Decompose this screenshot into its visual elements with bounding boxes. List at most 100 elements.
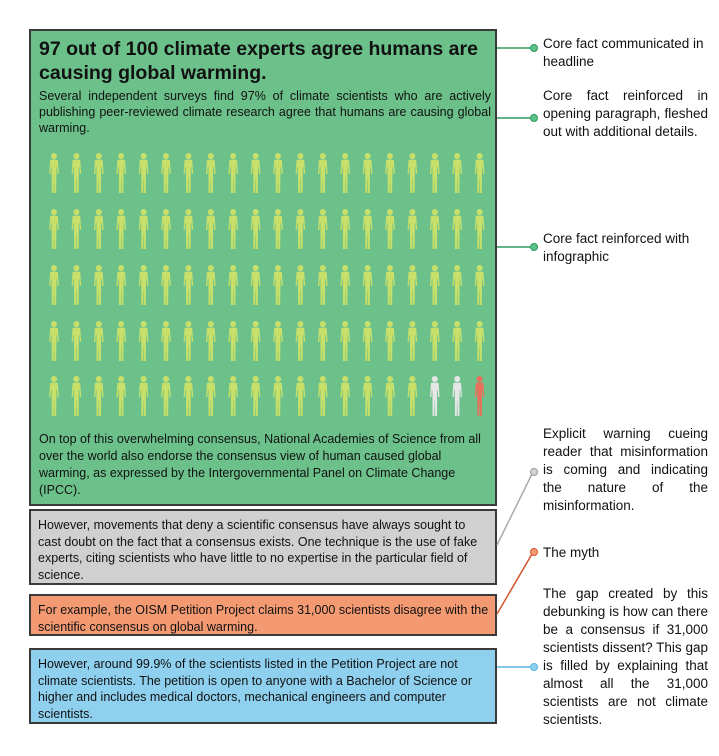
scientist-figure-agree <box>250 153 261 193</box>
scientist-figure-agree <box>407 209 418 249</box>
scientist-figure-agree <box>430 321 440 361</box>
scientist-figure-agree <box>340 376 350 416</box>
scientist-figure-agree <box>250 376 261 416</box>
scientist-figure-agree <box>385 321 395 361</box>
scientist-figure-agree <box>138 265 149 305</box>
scientist-figure-agree <box>206 153 216 193</box>
scientist-figure-agree <box>138 153 149 193</box>
scientist-figure-agree <box>273 209 283 249</box>
scientist-figure-agree <box>206 209 216 249</box>
scientist-figure-agree <box>474 209 485 249</box>
scientist-figure-agree <box>385 265 395 305</box>
scientist-figure-agree <box>340 265 350 305</box>
warning-panel: However, movements that deny a scientifi… <box>29 509 497 585</box>
scientist-figure-agree <box>49 153 59 193</box>
scientist-figure-agree <box>340 209 350 249</box>
scientist-figure-agree <box>452 153 462 193</box>
scientist-figure-agree <box>295 265 306 305</box>
scientist-figure-agree <box>318 376 328 416</box>
gap-connector-dot <box>530 663 538 671</box>
scientist-figure-agree <box>295 376 306 416</box>
scientist-figure-agree <box>138 209 149 249</box>
scientist-figure-agree <box>94 376 104 416</box>
scientist-figure-agree <box>385 209 395 249</box>
headline-connector-dot <box>530 44 538 52</box>
scientist-figure-agree <box>161 209 171 249</box>
scientist-figure-agree <box>116 153 126 193</box>
myth-text: For example, the OISM Petition Project c… <box>38 603 489 634</box>
scientist-figure-agree <box>116 265 126 305</box>
scientist-figure-agree <box>71 265 82 305</box>
scientist-figure-agree <box>183 153 194 193</box>
scientist-figure-agree <box>385 376 395 416</box>
scientist-figure-agree <box>340 321 350 361</box>
scientist-figure-agree <box>71 321 82 361</box>
scientist-figure-agree <box>430 265 440 305</box>
rebuttal-panel: However, around 99.9% of the scientists … <box>29 648 497 724</box>
closing-paragraph: On top of this overwhelming consensus, N… <box>39 432 481 497</box>
scientist-figure-agree <box>138 321 149 361</box>
scientist-figure-uncertain <box>430 376 440 416</box>
scientist-figure-agree <box>250 209 261 249</box>
scientist-figure-agree <box>94 321 104 361</box>
warning-connector <box>496 473 533 546</box>
scientist-figure-agree <box>116 321 126 361</box>
scientist-figure-agree <box>430 209 440 249</box>
scientist-figure-agree <box>228 209 238 249</box>
opening-paragraph: Several independent surveys find 97% of … <box>39 89 491 135</box>
scientist-figure-agree <box>250 321 261 361</box>
rebuttal-text: However, around 99.9% of the scientists … <box>38 657 473 721</box>
myth-connector <box>496 553 533 615</box>
scientist-figure-agree <box>228 153 238 193</box>
scientist-figure-agree <box>295 153 306 193</box>
scientist-figure-agree <box>385 153 395 193</box>
scientist-figure-agree <box>318 265 328 305</box>
scientist-figure-agree <box>362 209 373 249</box>
scientist-figure-agree <box>183 209 194 249</box>
scientist-figure-agree <box>362 376 373 416</box>
scientist-figure-agree <box>295 321 306 361</box>
scientist-figure-agree <box>71 153 82 193</box>
scientist-figure-agree <box>273 265 283 305</box>
scientist-figure-agree <box>183 265 194 305</box>
myth-annotation: The myth <box>543 545 600 560</box>
myth-panel: For example, the OISM Petition Project c… <box>29 594 497 636</box>
opening-annotation: Core fact reinforced in opening paragrap… <box>543 88 708 139</box>
scientist-figure-uncertain <box>452 376 462 416</box>
scientist-figure-agree <box>273 153 283 193</box>
scientist-figure-agree <box>138 376 149 416</box>
warning-text: However, movements that deny a scientifi… <box>38 518 478 582</box>
warning-connector-dot <box>530 468 538 476</box>
scientist-figure-agree <box>407 153 418 193</box>
consensus-infographic <box>49 153 485 416</box>
gap-annotation: The gap created by this debunking is how… <box>543 586 708 727</box>
consensus-panel: 97 out of 100 climate experts agree huma… <box>29 29 497 506</box>
myth-connector-dot <box>530 548 538 556</box>
scientist-figure-agree <box>474 153 485 193</box>
scientist-figure-agree <box>407 376 418 416</box>
headline-annotation: Core fact communicated in headline <box>543 36 704 69</box>
scientist-figure-agree <box>71 376 82 416</box>
scientist-figure-agree <box>49 209 59 249</box>
scientist-figure-agree <box>161 265 171 305</box>
scientist-figure-agree <box>430 153 440 193</box>
scientist-figure-agree <box>228 321 238 361</box>
opening-connector-dot <box>530 114 538 122</box>
scientist-figure-agree <box>474 321 485 361</box>
scientist-figure-agree <box>206 265 216 305</box>
scientist-figure-agree <box>362 321 373 361</box>
scientist-figure-agree <box>116 376 126 416</box>
scientist-figure-agree <box>318 153 328 193</box>
scientist-figure-agree <box>295 209 306 249</box>
scientist-figure-agree <box>228 376 238 416</box>
scientist-figure-agree <box>273 376 283 416</box>
scientist-figure-agree <box>183 321 194 361</box>
scientist-figure-agree <box>116 209 126 249</box>
scientist-figure-disagree <box>474 376 485 416</box>
infographic-annotation: Core fact reinforced with infographic <box>543 231 690 264</box>
scientist-figure-agree <box>474 265 485 305</box>
scientist-figure-agree <box>94 265 104 305</box>
scientist-figure-agree <box>49 376 59 416</box>
scientist-figure-agree <box>362 265 373 305</box>
